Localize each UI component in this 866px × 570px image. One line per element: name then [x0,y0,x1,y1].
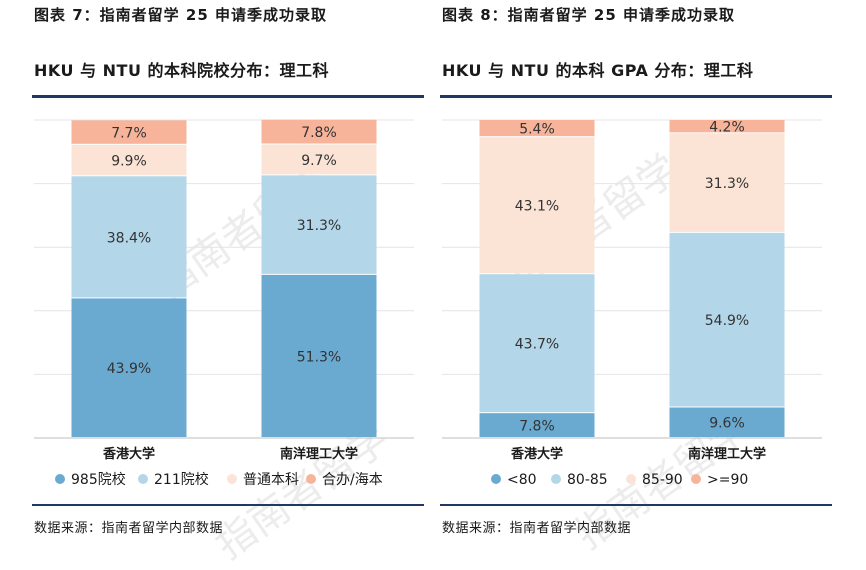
category-label: 香港大学 [102,446,155,462]
data-label: 31.3% [297,218,341,234]
category-label: 香港大学 [510,446,563,462]
legend-marker-80 [491,474,501,484]
bar-985-1 [261,274,377,437]
bar-85-90-1 [669,133,785,232]
legend-label: 85-90 [642,472,683,488]
bar-211-1 [261,175,377,274]
data-label: 9.9% [111,154,147,170]
data-label: 43.1% [515,199,559,215]
bottom-rule [32,504,424,506]
legend-label: 合办/海本 [322,472,383,488]
right-panel: 图表 8：指南者留学 25 申请季成功录取 HKU 与 NTU 的本科 GPA … [430,0,840,537]
bar-item-1 [261,144,377,175]
data-label: 38.4% [107,230,151,246]
bar-item-1 [261,119,377,144]
data-label: 54.9% [705,313,749,329]
data-label: 43.7% [515,337,559,353]
data-label: 43.9% [107,361,151,377]
legend-label: 211院校 [154,471,209,488]
data-label: 7.8% [519,419,555,435]
bar-80-85-0 [479,274,595,413]
source-note: 数据来源：指南者留学内部数据 [442,521,632,536]
bar-item-0 [71,120,187,144]
stacked-bar-chart-institution: 43.9% 38.4% 9.9% 7.7% 香港大学 51.3% 31.3% 9.7% 7.8%… [34,119,414,488]
category-label: 南洋理工大学 [280,446,358,462]
source-note: 数据来源：指南者留学内部数据 [34,521,224,536]
legend-marker-90 [691,474,701,484]
bar-80-1 [669,407,785,437]
legend-marker-985 [55,474,65,484]
bar-90-0 [479,120,595,137]
figure-title: 图表 8：指南者留学 25 申请季成功录取 [442,6,735,24]
stacked-bar-chart-gpa: 7.8% 43.7% 43.1% 5.4% 香港大学 9.6% 54.9% 31.3% 4.2%… [442,119,822,488]
data-label: 7.7% [111,126,147,142]
legend-marker-item [306,474,316,484]
bottom-rule [440,504,832,506]
legend-marker-211 [138,474,148,484]
category-label: 南洋理工大学 [688,446,766,462]
bar-80-0 [479,413,595,437]
data-label: 31.3% [705,176,749,192]
legend-marker-85-90 [626,474,636,484]
bar-80-85-1 [669,232,785,407]
figure-title: 图表 7：指南者留学 25 申请季成功录取 [34,6,327,24]
legend-label: 80-85 [567,472,608,488]
legend-label: 普通本科 [243,472,299,488]
bar-211-0 [71,176,187,298]
top-rule [440,95,832,98]
data-label: 51.3% [297,349,341,365]
bar-item-0 [71,144,187,176]
legend-label: <80 [507,472,537,488]
top-rule [32,95,424,98]
data-label: 7.8% [301,125,337,141]
left-panel: 图表 7：指南者留学 25 申请季成功录取 HKU 与 NTU 的本科院校分布：… [22,0,432,537]
bar-90-1 [669,120,785,133]
bar-85-90-0 [479,137,595,274]
legend-label: >=90 [707,472,748,488]
data-label: 5.4% [519,122,555,138]
bar-985-0 [71,298,187,437]
data-label: 9.6% [709,416,745,432]
data-label: 9.7% [301,153,337,169]
legend-label: 985院校 [71,471,126,488]
legend-marker-item [227,474,237,484]
legend-marker-80-85 [551,474,561,484]
data-label: 4.2% [709,120,745,136]
chart-title: HKU 与 NTU 的本科 GPA 分布：理工科 [442,61,754,80]
chart-title: HKU 与 NTU 的本科院校分布：理工科 [34,61,330,80]
